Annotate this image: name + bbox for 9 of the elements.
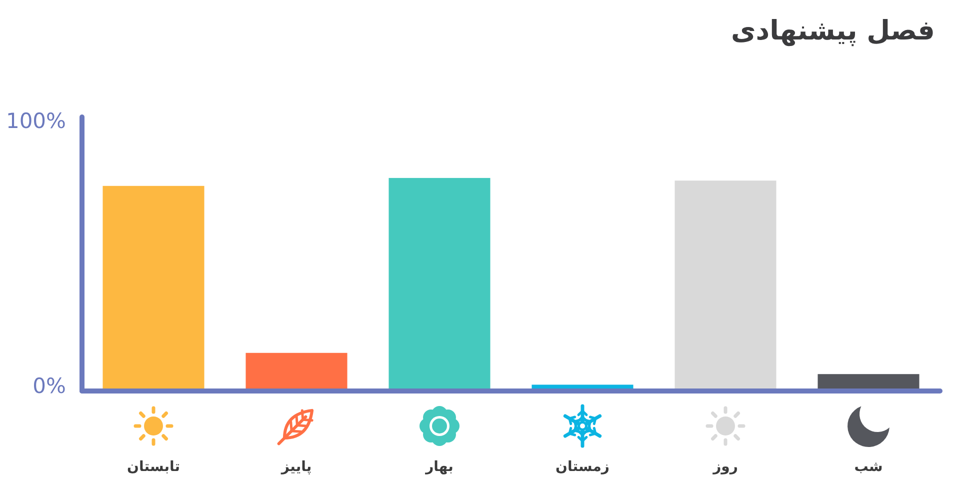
x-tick-label: تابستان bbox=[127, 459, 180, 475]
x-tick-label: زمستان bbox=[556, 459, 610, 475]
x-tick-label: بهار bbox=[426, 459, 454, 475]
y-tick-label: 100% bbox=[6, 108, 66, 133]
x-tick-label: روز bbox=[713, 459, 738, 475]
x-tick-label: پاییز bbox=[281, 459, 312, 475]
x-tick-label: شب bbox=[854, 459, 883, 475]
y-tick-label: 0% bbox=[32, 374, 66, 398]
title: فصل پیشنهادی bbox=[730, 16, 935, 46]
